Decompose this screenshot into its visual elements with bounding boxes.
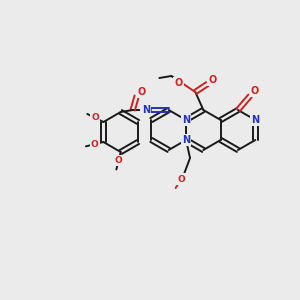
Text: O: O	[174, 78, 182, 88]
Text: O: O	[91, 140, 98, 149]
Text: O: O	[208, 75, 217, 85]
Text: O: O	[251, 86, 259, 96]
Text: N: N	[182, 135, 190, 145]
Text: N: N	[182, 115, 190, 125]
Text: O: O	[92, 113, 99, 122]
Text: N: N	[251, 115, 260, 125]
Text: O: O	[138, 87, 146, 97]
Text: O: O	[115, 156, 122, 165]
Text: O: O	[177, 175, 185, 184]
Text: N: N	[142, 105, 150, 115]
